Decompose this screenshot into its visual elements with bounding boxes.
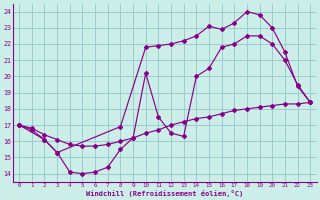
X-axis label: Windchill (Refroidissement éolien,°C): Windchill (Refroidissement éolien,°C) — [86, 190, 243, 197]
